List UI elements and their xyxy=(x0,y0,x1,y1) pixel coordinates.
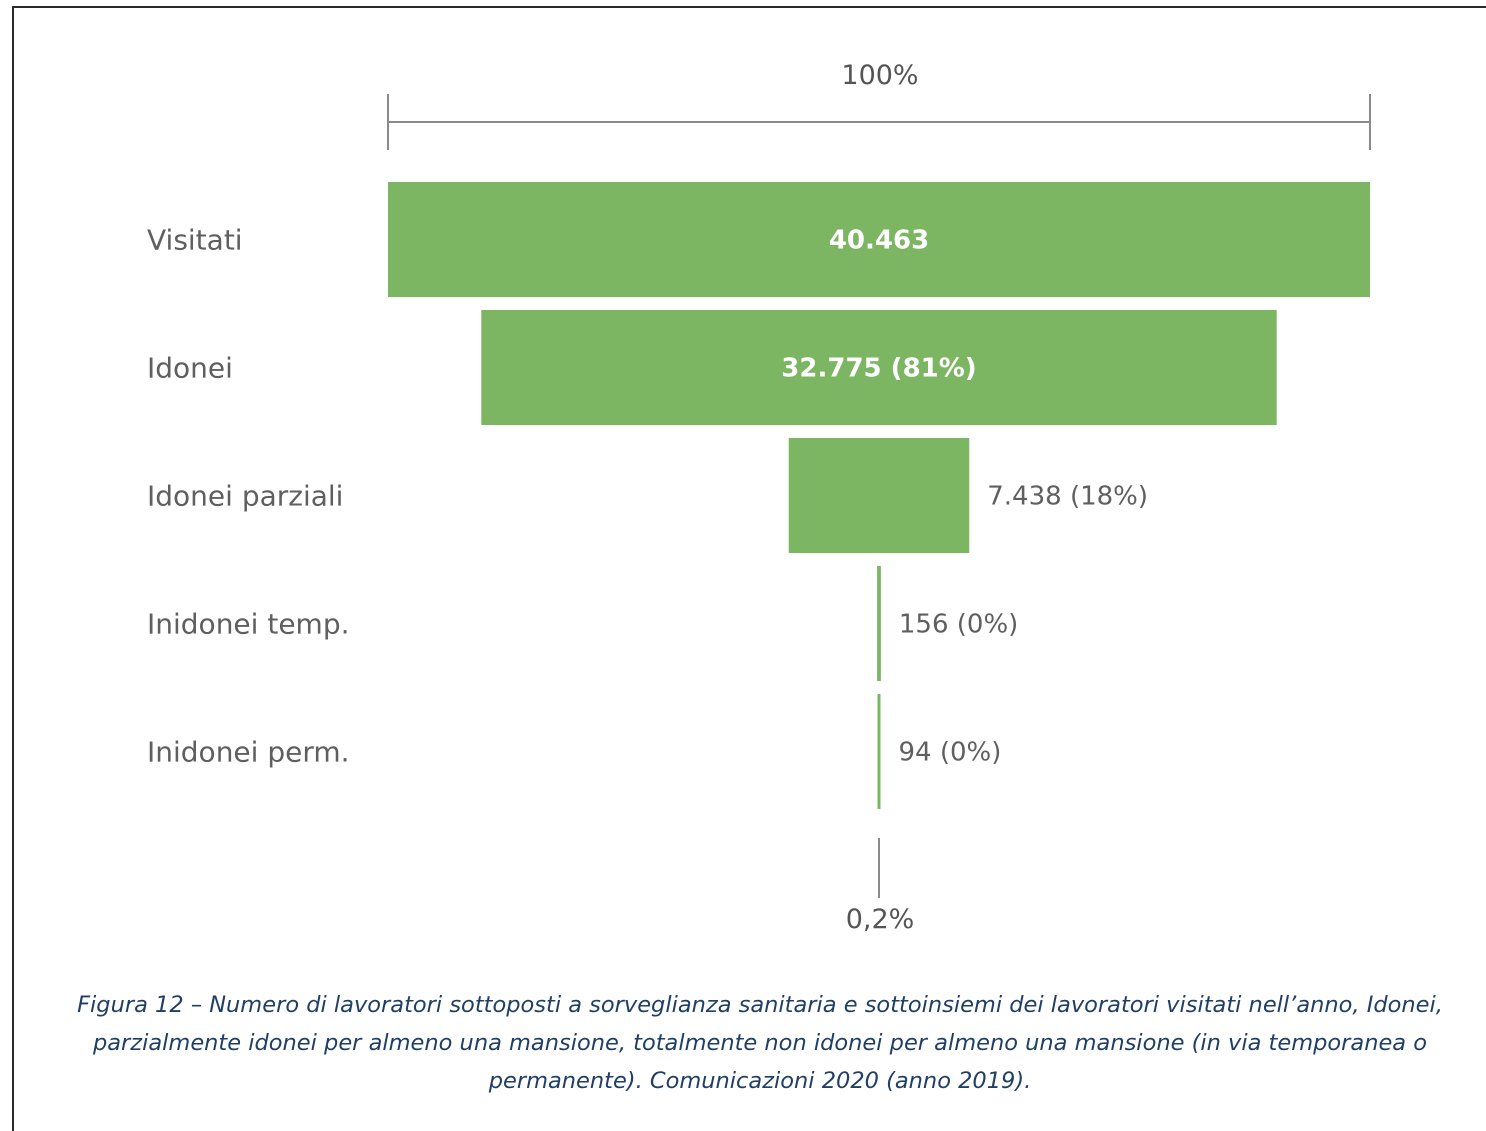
funnel-bars: Visitati 40.463 Idonei 32.775 (81%) Idonei p… xyxy=(147,182,1370,809)
value-label: 156 (0%) xyxy=(899,610,1018,640)
value-label: 94 (0%) xyxy=(899,738,1002,768)
funnel-bar-3 xyxy=(877,566,881,681)
scale-bottom-label: 0,2% xyxy=(846,904,915,935)
funnel-bar-1 xyxy=(481,310,1277,425)
funnel-bar-0 xyxy=(388,182,1370,297)
category-label: Inidonei perm. xyxy=(147,736,350,769)
category-label: Visitati xyxy=(147,224,243,257)
figure-caption: Figura 12 – Numero di lavoratori sottopo… xyxy=(77,992,1443,1094)
scale-top-bracket: 100% xyxy=(387,60,1371,150)
funnel-bar-2 xyxy=(788,438,970,553)
category-label: Idonei parziali xyxy=(147,480,343,513)
scale-bottom-marker: 0,2% xyxy=(846,838,915,935)
category-label: Inidonei temp. xyxy=(147,608,350,641)
value-label: 40.463 xyxy=(829,226,929,256)
value-label: 32.775 (81%) xyxy=(781,354,976,384)
category-label: Idonei xyxy=(147,352,233,385)
funnel-chart: 100% Visitati 40.463 Idonei 32.775 (81%) Ido… xyxy=(147,60,1371,935)
figure-frame xyxy=(12,6,1486,1131)
value-label: 7.438 (18%) xyxy=(987,482,1148,512)
scale-top-label: 100% xyxy=(841,60,918,91)
funnel-bar-4 xyxy=(877,694,881,809)
